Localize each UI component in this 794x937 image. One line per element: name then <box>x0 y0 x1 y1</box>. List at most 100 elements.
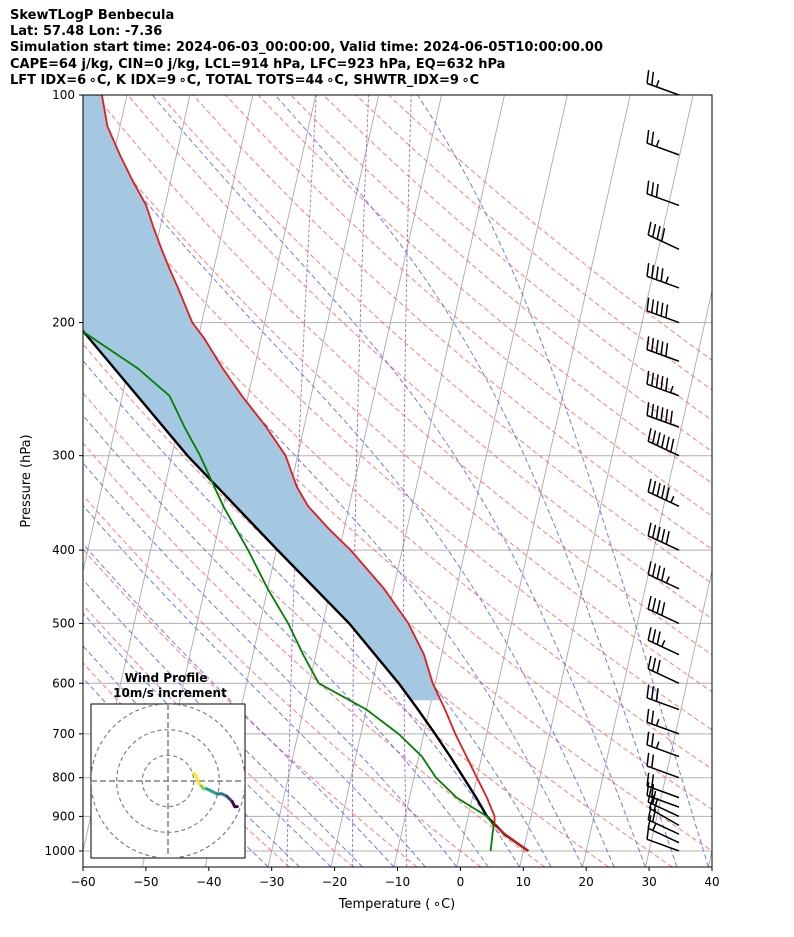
barb-flag <box>653 797 659 812</box>
title-location: Lat: 57.48 Lon: -7.36 <box>10 24 163 40</box>
barb-flag <box>656 432 661 446</box>
y-tick-label: 900 <box>52 809 75 823</box>
barb-flag <box>656 225 661 240</box>
barb-flag <box>646 731 650 745</box>
barb-half-flag <box>655 139 660 147</box>
wind-barb <box>646 684 680 711</box>
barb-flag <box>665 304 669 318</box>
barb-flag <box>661 602 666 616</box>
barb-half-flag <box>665 276 669 284</box>
wind-barb <box>646 297 680 324</box>
wind-barb <box>646 708 680 735</box>
wind-barb <box>646 731 680 758</box>
barb-flag <box>651 430 657 444</box>
barb-staff <box>647 819 680 835</box>
wind-barb <box>647 478 680 507</box>
barb-flag <box>647 595 652 610</box>
x-axis-label: Temperature ( ∘C) <box>338 897 455 912</box>
x-tick-label: −30 <box>259 875 284 889</box>
barb-flag <box>651 710 655 725</box>
barb-half-flag <box>655 79 660 88</box>
moist-adiabat <box>83 543 395 867</box>
moist-adiabat <box>83 578 363 867</box>
x-tick-label: 20 <box>579 875 594 889</box>
title-times: Simulation start time: 2024-06-03_00:00:… <box>10 40 603 56</box>
barb-flag <box>647 478 652 493</box>
barb-flag <box>651 657 657 672</box>
isotherm-line <box>0 95 1 867</box>
barb-flag <box>651 783 655 798</box>
barb-staff <box>646 275 680 289</box>
x-tick-label: 10 <box>516 875 531 889</box>
barb-flag <box>651 372 655 387</box>
barb-flag <box>646 370 650 385</box>
barb-flag <box>646 70 650 84</box>
dry-adiabat <box>355 95 712 391</box>
title-indices-2: LFT IDX=6 ∘C, K IDX=9 ∘C, TOTAL TOTS=44 … <box>10 72 480 88</box>
barb-flag <box>661 434 666 448</box>
dry-adiabat <box>192 95 712 550</box>
barb-flag <box>665 531 670 545</box>
dewpoint-line <box>83 330 495 852</box>
wind-barb <box>647 561 680 590</box>
mixing-ratio-line <box>286 95 317 867</box>
barb-staff <box>647 608 680 625</box>
x-tick-label: −10 <box>385 875 410 889</box>
y-tick-label: 200 <box>52 316 75 330</box>
barb-flag <box>646 263 650 277</box>
dry-adiabat <box>322 95 712 421</box>
barb-flag <box>646 772 650 787</box>
isotherm-line <box>267 95 442 867</box>
dry-adiabat <box>127 95 712 620</box>
barb-staff <box>646 82 680 96</box>
barb-flag <box>651 629 657 643</box>
barb-flag <box>656 565 661 579</box>
barb-flag <box>655 183 659 198</box>
barb-flag <box>647 221 652 236</box>
barb-half-flag <box>669 385 674 394</box>
moist-adiabat <box>83 462 458 867</box>
barb-flag <box>646 180 650 194</box>
barb-flag <box>656 659 661 674</box>
barb-staff <box>647 491 680 507</box>
isotherm-line <box>83 95 191 574</box>
barb-staff <box>647 668 680 684</box>
wind-barb <box>646 263 680 289</box>
barb-half-flag <box>655 741 660 749</box>
wind-barb <box>646 336 680 362</box>
barb-staff <box>646 383 680 397</box>
y-tick-label: 800 <box>52 771 75 785</box>
barb-flag <box>656 526 661 541</box>
barb-flag <box>651 182 655 196</box>
y-tick-label: 300 <box>52 449 75 463</box>
barb-staff <box>647 440 680 457</box>
barb-flag <box>647 522 652 536</box>
y-tick-label: 500 <box>52 616 75 630</box>
barb-flag <box>661 485 666 499</box>
x-tick-label: −60 <box>70 875 95 889</box>
barb-flag <box>655 301 659 315</box>
plot-area <box>0 95 712 867</box>
wind-barb <box>646 752 680 779</box>
barb-flag <box>647 788 652 803</box>
barb-staff <box>647 639 680 656</box>
cape-area <box>83 95 441 701</box>
barb-staff <box>646 785 680 799</box>
barb-staff <box>646 348 680 362</box>
barb-flag <box>646 402 650 416</box>
barb-staff <box>646 414 680 428</box>
mixing-ratio-line <box>352 95 370 867</box>
barb-flag <box>651 480 657 495</box>
header: SkewTLogP Benbecula Lat: 57.48 Lon: -7.3… <box>10 8 603 89</box>
barb-flag <box>651 686 655 700</box>
barb-half-flag <box>652 823 657 831</box>
barb-flag <box>651 403 655 418</box>
dry-adiabat <box>388 95 712 361</box>
barb-half-flag <box>655 718 660 726</box>
barb-flag <box>647 815 652 829</box>
barb-staff <box>646 794 680 808</box>
barb-flag <box>646 297 650 312</box>
barb-staff <box>646 697 680 711</box>
y-tick-label: 1000 <box>44 844 75 858</box>
